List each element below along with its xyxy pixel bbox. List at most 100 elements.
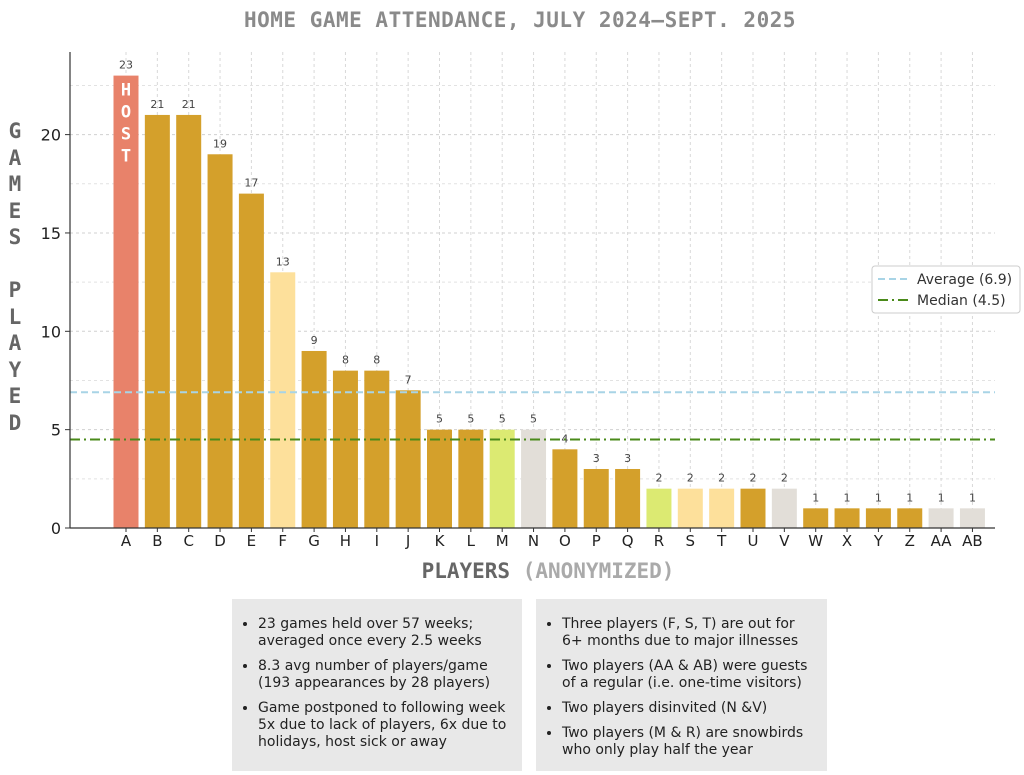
bar: [427, 429, 452, 528]
host-label: S: [121, 125, 131, 145]
x-tick-label: H: [340, 532, 351, 550]
bar: [615, 468, 641, 528]
bar: [646, 488, 672, 528]
x-tick-label: C: [183, 532, 193, 550]
bar: [740, 488, 766, 528]
bar-value-label: 5: [499, 413, 506, 426]
x-tick-label: V: [779, 532, 790, 550]
bar: [928, 508, 954, 528]
x-tick-label: F: [278, 532, 287, 550]
bar: [238, 193, 264, 529]
bar: [489, 429, 515, 528]
host-label: H: [121, 81, 131, 101]
bar-value-label: 5: [436, 413, 443, 426]
x-tick-label: U: [748, 532, 759, 550]
x-tick-label: E: [247, 532, 256, 550]
bar-value-label: 1: [875, 491, 882, 504]
bar-value-label: 19: [213, 137, 227, 150]
bar-value-label: 2: [687, 472, 694, 485]
bar: [897, 508, 923, 528]
note-item: 8.3 avg number of players/game (193 appe…: [258, 658, 514, 692]
x-tick-label: Y: [873, 532, 884, 550]
note-item: Two players disinvited (N &V): [562, 700, 819, 717]
y-axis-label-letter: D: [8, 410, 22, 435]
x-tick-label: AB: [962, 532, 983, 550]
bar: [803, 508, 829, 528]
bar-value-label: 3: [624, 452, 631, 465]
bar: [176, 114, 202, 529]
bar-value-label: 1: [906, 491, 913, 504]
y-axis-label-letter: L: [8, 304, 22, 329]
x-tick-label: P: [592, 532, 601, 550]
bar-value-label: 21: [150, 98, 164, 111]
bar: [865, 508, 891, 528]
x-tick-label: X: [842, 532, 852, 550]
bar: [144, 114, 170, 529]
notes-panel-left: 23 games held over 57 weeks; averaged on…: [232, 599, 522, 771]
bar-value-label: 21: [182, 98, 196, 111]
bar-value-label: 2: [750, 472, 757, 485]
bar: [364, 370, 390, 528]
note-item: Three players (F, S, T) are out for 6+ m…: [562, 616, 819, 650]
x-tick-label: A: [121, 532, 132, 550]
y-axis-label-letter: A: [8, 145, 22, 170]
bar-value-label: 1: [969, 491, 976, 504]
x-tick-label: Z: [905, 532, 915, 550]
bar: [270, 272, 296, 528]
x-tick-label: I: [375, 532, 379, 550]
x-tick-label: AA: [931, 532, 953, 550]
x-tick-label: T: [716, 532, 727, 550]
legend-box: [871, 265, 1021, 314]
y-axis-label-letter: Y: [8, 357, 22, 382]
note-item: Two players (M & R) are snowbirds who on…: [562, 725, 819, 759]
note-item: 23 games held over 57 weeks; averaged on…: [258, 616, 514, 650]
bar-value-label: 13: [276, 255, 290, 268]
x-tick-label: B: [152, 532, 162, 550]
host-label: O: [121, 103, 131, 123]
bar: [771, 488, 797, 528]
bar: [709, 488, 735, 528]
x-tick-label: N: [528, 532, 539, 550]
y-tick-label: 5: [51, 421, 61, 440]
bar: [113, 75, 139, 528]
x-tick-label: O: [559, 532, 571, 550]
bar-value-label: 2: [781, 472, 788, 485]
bar-value-label: 9: [311, 334, 318, 347]
bar: [583, 468, 609, 528]
bar-value-label: 2: [655, 472, 662, 485]
bar-value-label: 23: [119, 59, 133, 72]
bar: [395, 390, 421, 528]
x-tick-label: R: [654, 532, 664, 550]
chart-title: HOME GAME ATTENDANCE, JULY 2024–SEPT. 20…: [244, 8, 797, 32]
bar-value-label: 2: [718, 472, 725, 485]
y-tick-label: 0: [51, 519, 61, 538]
legend-entry: Average (6.9): [917, 272, 1012, 288]
bar: [959, 508, 985, 528]
bar: [458, 429, 484, 528]
y-tick-label: 10: [41, 322, 61, 341]
bar-value-label: 17: [244, 177, 258, 190]
bar-value-label: 1: [938, 491, 945, 504]
x-axis-label-sub: (ANONYMIZED): [523, 559, 675, 583]
bar-value-label: 7: [405, 373, 412, 386]
bar-value-label: 5: [467, 413, 474, 426]
bar-value-label: 8: [373, 354, 380, 367]
x-tick-label: M: [496, 532, 509, 550]
legend-entry: Median (4.5): [917, 293, 1006, 309]
y-axis-label-letter: E: [8, 198, 22, 223]
bar: [552, 449, 578, 528]
host-label: T: [121, 147, 131, 167]
y-axis-label-letter: M: [8, 172, 22, 196]
bar-value-label: 5: [530, 413, 537, 426]
y-tick-label: 20: [41, 126, 61, 145]
bar-value-label: 1: [844, 491, 851, 504]
y-axis-label-letter: P: [8, 278, 22, 302]
bar: [332, 370, 358, 528]
x-tick-label: S: [686, 532, 696, 550]
y-axis-label-letter: E: [8, 384, 22, 408]
x-tick-label: Q: [622, 532, 634, 550]
bar: [834, 508, 860, 528]
bar: [677, 488, 703, 528]
notes-panel-right: Three players (F, S, T) are out for 6+ m…: [536, 599, 827, 771]
